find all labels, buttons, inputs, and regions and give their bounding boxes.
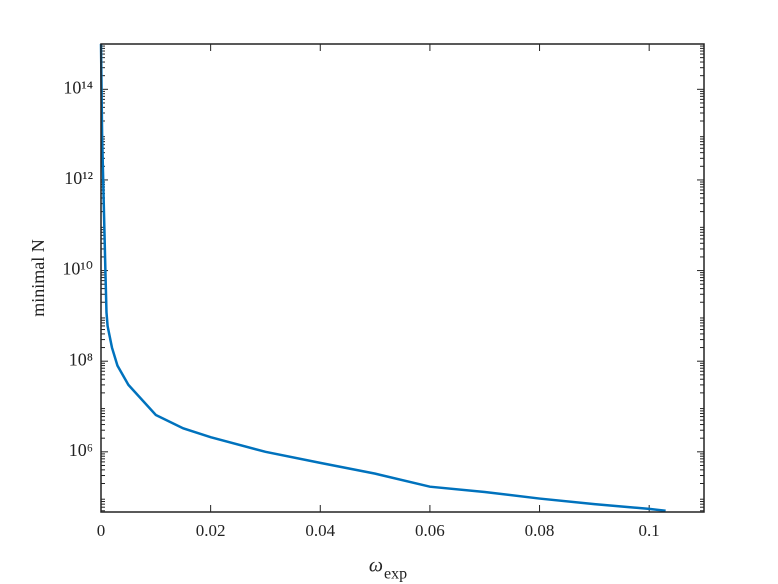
x-tick-label: 0.08 [525, 521, 555, 540]
x-axis-label-subscript: exp [384, 566, 407, 583]
x-tick-label: 0.1 [639, 521, 660, 540]
x-tick-label: 0.02 [196, 521, 226, 540]
plot-frame [100, 43, 705, 513]
x-axis-label: ω [369, 555, 383, 577]
y-tick-label: 10¹² [64, 168, 93, 188]
data-line [99, 43, 666, 513]
x-tick-label: 0.04 [305, 521, 335, 540]
y-tick-label: 10⁶ [69, 440, 93, 460]
y-tick-label: 10⁸ [69, 349, 93, 369]
x-tick-label: 0.06 [415, 521, 445, 540]
y-axis-label: minimal N [28, 239, 48, 317]
y-tick-label: 10¹⁰ [62, 259, 93, 279]
y-tick-label: 10¹⁴ [63, 77, 93, 97]
x-tick-label: 0 [97, 521, 106, 540]
